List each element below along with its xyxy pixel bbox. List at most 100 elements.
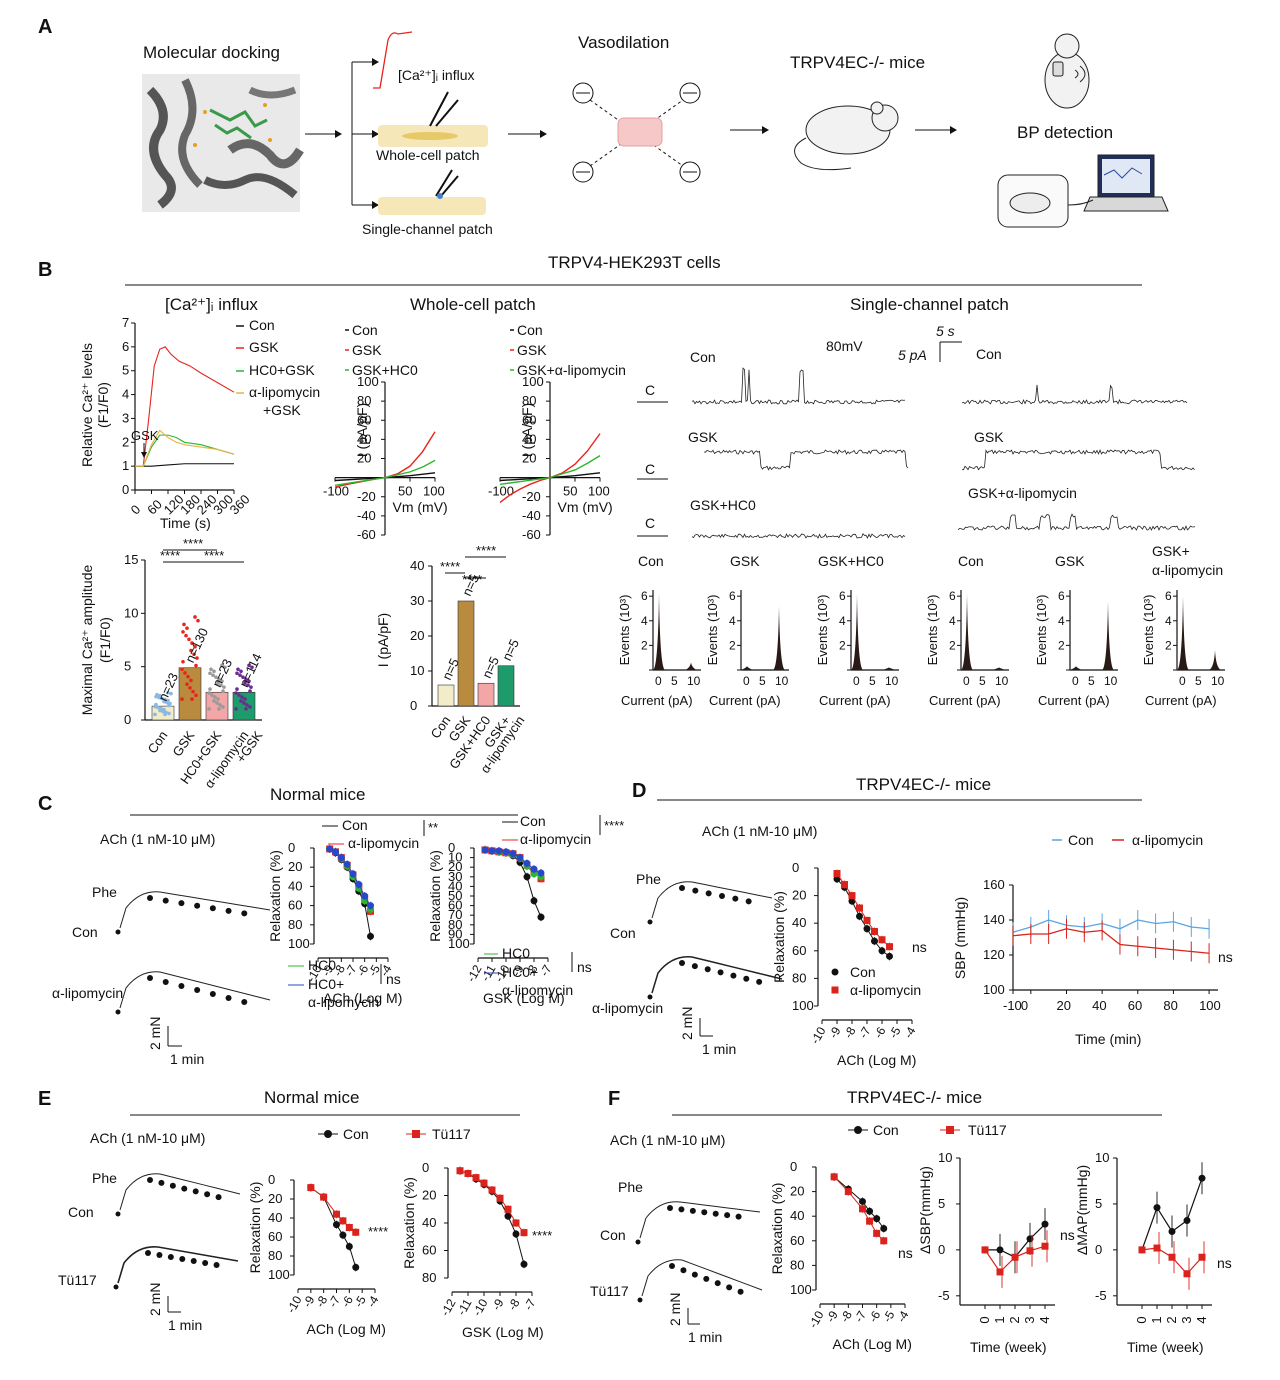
hist-x-tick-label: 5	[1088, 674, 1095, 688]
x-axis-label: Vm (mV)	[393, 499, 448, 515]
vessel-ring-cartoon	[572, 82, 701, 183]
x-axis-label: Time (s)	[160, 515, 211, 531]
panel-f-phe-label: Phe	[618, 1179, 643, 1195]
data-point	[187, 637, 191, 642]
panel-d-ach-label: ACh (1 nM-10 μM)	[702, 823, 817, 839]
crc-point	[320, 1193, 328, 1201]
week-point	[1138, 1246, 1146, 1254]
y-tick-label: 15	[124, 552, 138, 567]
crc-point	[523, 873, 531, 881]
crc-point	[866, 1217, 874, 1225]
c-trace-alipo-ach-dot	[241, 999, 248, 1005]
panel-e-myograph-traces	[113, 1173, 241, 1290]
data-point	[189, 678, 193, 683]
c-trace-con-ach-dot	[241, 910, 248, 917]
data-point	[160, 696, 164, 701]
e-trace-tu-ach-dot	[190, 1258, 197, 1264]
y-tick-label: 100	[983, 982, 1005, 997]
crc-point	[337, 854, 345, 862]
e-trace-con	[119, 1173, 241, 1211]
y-tick-label: 40	[268, 1210, 282, 1225]
crc-point	[833, 870, 841, 878]
crc-point	[530, 865, 538, 873]
f-trace-con-ach-dot	[712, 1210, 719, 1217]
hist-title: GSK	[730, 553, 760, 569]
d-trace-con-phe-dot	[647, 919, 653, 925]
data-point	[220, 679, 224, 683]
hist-x-tick-label: 0	[1072, 674, 1079, 688]
y-tick-label: 80	[422, 1270, 436, 1285]
y-tick-label: 80	[268, 1248, 282, 1263]
hist-y-tick-label: 4	[839, 614, 846, 628]
crc-point	[886, 952, 893, 960]
y-tick-label: 20	[268, 1191, 282, 1206]
y-tick-label: 10	[1095, 1150, 1109, 1165]
sc-trace-label-con-right: Con	[976, 346, 1002, 362]
data-point	[192, 652, 196, 657]
hist-y-label: Events (10³)	[815, 595, 830, 666]
x-tick-label: -7	[521, 1296, 539, 1313]
panel-f-legend: Con Tü117	[848, 1122, 1007, 1138]
f-trace-tu-phe-dot	[637, 1297, 643, 1303]
legend-label: α-lipomycin	[348, 835, 419, 851]
legend-label: HC0+	[308, 976, 344, 992]
f-trace-tu-ach-dot	[726, 1284, 733, 1291]
data-point	[167, 711, 171, 716]
hist-x-tick-label: 0	[743, 674, 750, 688]
hist-x-label: Current (pA)	[1145, 693, 1217, 708]
y-tick-label: 50	[448, 888, 462, 903]
bar	[457, 600, 475, 707]
wc-panel-title: Whole-cell patch	[410, 295, 536, 314]
data-point	[240, 695, 244, 699]
data-point	[237, 693, 241, 697]
y-axis-label: ΔSBP(mmHg)	[917, 1166, 933, 1254]
y-tick-label: 100	[288, 936, 310, 951]
data-point	[158, 708, 162, 713]
crc-point	[333, 1210, 340, 1218]
y-tick-label: 100	[448, 936, 470, 951]
panel-f-con-label: Con	[600, 1227, 626, 1243]
data-point	[217, 707, 221, 711]
hist-y-tick-label: 6	[839, 589, 846, 603]
f-trace-tu-ach-dot	[737, 1288, 744, 1295]
d-trace-alipo-ach-dot	[730, 972, 737, 979]
hist-x-tick-label: 10	[1211, 674, 1225, 688]
crc-point	[859, 1205, 866, 1213]
sig-label: ****	[183, 536, 203, 551]
y-tick-label: 40	[288, 878, 302, 893]
hist-y-tick-label: 4	[729, 614, 736, 628]
crc-point	[886, 943, 893, 951]
crc-point	[873, 1229, 881, 1237]
crc-point	[307, 1184, 315, 1192]
hist-title: Con	[638, 553, 664, 569]
y-axis-label-unit: (F1/F0)	[95, 382, 111, 428]
legend-label: α-lipomycin	[249, 384, 320, 400]
y-tick-label: 60	[357, 412, 371, 427]
legend-label: Con	[342, 817, 368, 833]
data-point	[165, 700, 169, 705]
legend-label: Con	[520, 813, 546, 829]
hist-title: α-lipomycin	[1152, 562, 1223, 578]
crc-point	[878, 947, 886, 955]
panel-f-ach-label: ACh (1 nM-10 μM)	[610, 1132, 725, 1148]
x-tick-label: 80	[1163, 998, 1177, 1013]
data-point	[223, 665, 227, 670]
legend-label: GSK+HC0	[352, 362, 418, 378]
y-tick-label: 0	[410, 698, 417, 713]
x-axis-label: Vm (mV)	[558, 499, 613, 515]
hist-x-tick-label: 0	[963, 674, 970, 688]
f-trace-tu	[641, 1259, 763, 1297]
c-trace-con-ach-dot	[162, 897, 169, 904]
hist-title: GSK+HC0	[818, 553, 884, 569]
data-point	[161, 709, 165, 714]
crc-point	[856, 912, 863, 920]
panel-d-myograph-traces	[647, 881, 783, 1000]
data-point	[249, 685, 253, 689]
data-point	[185, 682, 189, 686]
sc-scale-current: 5 pA	[898, 347, 927, 363]
c-trace-alipo-ach-dot	[178, 983, 185, 989]
y-tick-label: 0	[792, 860, 799, 875]
